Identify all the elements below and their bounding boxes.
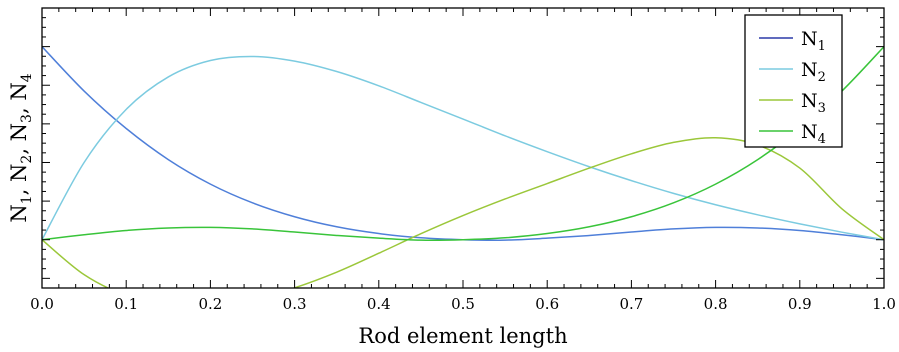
y-axis-label-subscript: 4 xyxy=(19,73,35,82)
y-axis-label-text: , N xyxy=(7,164,31,196)
legend-label-n1: N1 xyxy=(801,28,826,54)
x-tick-label: 0.2 xyxy=(198,295,222,313)
y-axis-label-subscript: 2 xyxy=(19,155,35,164)
x-tick-label: 0.3 xyxy=(283,295,307,313)
x-tick-label: 0.0 xyxy=(30,295,54,313)
x-tick-label: 0.9 xyxy=(788,295,812,313)
legend: N1 N2 N3 N4 xyxy=(744,14,843,148)
legend-label-n3: N3 xyxy=(801,90,826,116)
y-axis-label-text: , N xyxy=(7,82,31,114)
x-axis-label: Rod element length xyxy=(358,324,567,348)
series-line-n2 xyxy=(42,55,884,241)
x-tick-label: 0.4 xyxy=(367,295,391,313)
x-tick-label: 0.8 xyxy=(704,295,728,313)
series-line-n4 xyxy=(42,46,884,241)
x-tick-labels: 0.0 0.1 0.2 0.3 0.4 0.5 0.6 0.7 0.8 0.9 1.0 xyxy=(30,295,896,313)
y-axis-label-subscript: 3 xyxy=(19,114,35,123)
x-tick-label: 0.7 xyxy=(619,295,643,313)
x-tick-label: 1.0 xyxy=(872,295,896,313)
legend-box xyxy=(744,14,843,148)
y-axis-label-text: , N xyxy=(7,123,31,155)
x-tick-label: 0.5 xyxy=(451,295,475,313)
y-axis-label-text: N xyxy=(7,204,31,222)
y-axis-label-subscript: 1 xyxy=(19,195,35,204)
x-tick-label: 0.1 xyxy=(114,295,138,313)
legend-label-n2: N2 xyxy=(801,59,826,85)
legend-label-n4: N4 xyxy=(801,121,826,147)
ticks-layer xyxy=(41,7,885,289)
x-tick-label: 0.6 xyxy=(535,295,559,313)
y-axis-label: N1, N2, N3, N4 xyxy=(7,73,35,222)
